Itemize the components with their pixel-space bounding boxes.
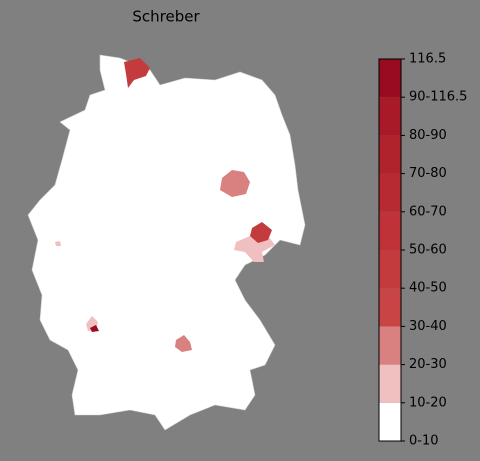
colorbar-segment xyxy=(379,59,401,98)
region xyxy=(234,236,275,262)
colorbar-label: 40-50 xyxy=(409,281,447,296)
colorbar-segment xyxy=(379,97,401,136)
colorbar-label: 10-20 xyxy=(409,395,447,410)
region xyxy=(175,335,192,352)
colorbar-segment xyxy=(379,135,401,174)
colorbar-label: 50-60 xyxy=(409,243,447,258)
colorbar-label: 80-90 xyxy=(409,128,447,143)
region xyxy=(220,170,250,197)
colorbar-segment xyxy=(379,288,401,327)
region xyxy=(250,222,272,243)
colorbar-label: 0-10 xyxy=(409,434,439,449)
map-title: Schreber xyxy=(132,8,200,26)
colorbar-label: 90-116.5 xyxy=(409,90,467,105)
colorbar-label: 60-70 xyxy=(409,204,447,219)
colorbar-segment xyxy=(379,250,401,289)
colorbar-label: 30-40 xyxy=(409,319,447,334)
colorbar-label: 20-30 xyxy=(409,357,447,372)
colorbar-segment xyxy=(379,364,401,403)
region xyxy=(90,325,99,332)
region xyxy=(55,241,61,246)
germany-map xyxy=(27,54,306,431)
colorbar-segment xyxy=(379,173,401,212)
colorbar-frame xyxy=(378,58,402,442)
country-outline xyxy=(27,54,306,431)
colorbar-label: 70-80 xyxy=(409,166,447,181)
region xyxy=(124,58,150,88)
colorbar-label: 116.5 xyxy=(409,52,446,67)
colorbar-segment xyxy=(379,211,401,250)
colorbar: 0-10 10-20 20-30 30-40 40-50 50-60 60-70 70-80 8… xyxy=(379,52,467,449)
colorbar-segment xyxy=(379,402,401,441)
colorbar-segment xyxy=(379,326,401,365)
